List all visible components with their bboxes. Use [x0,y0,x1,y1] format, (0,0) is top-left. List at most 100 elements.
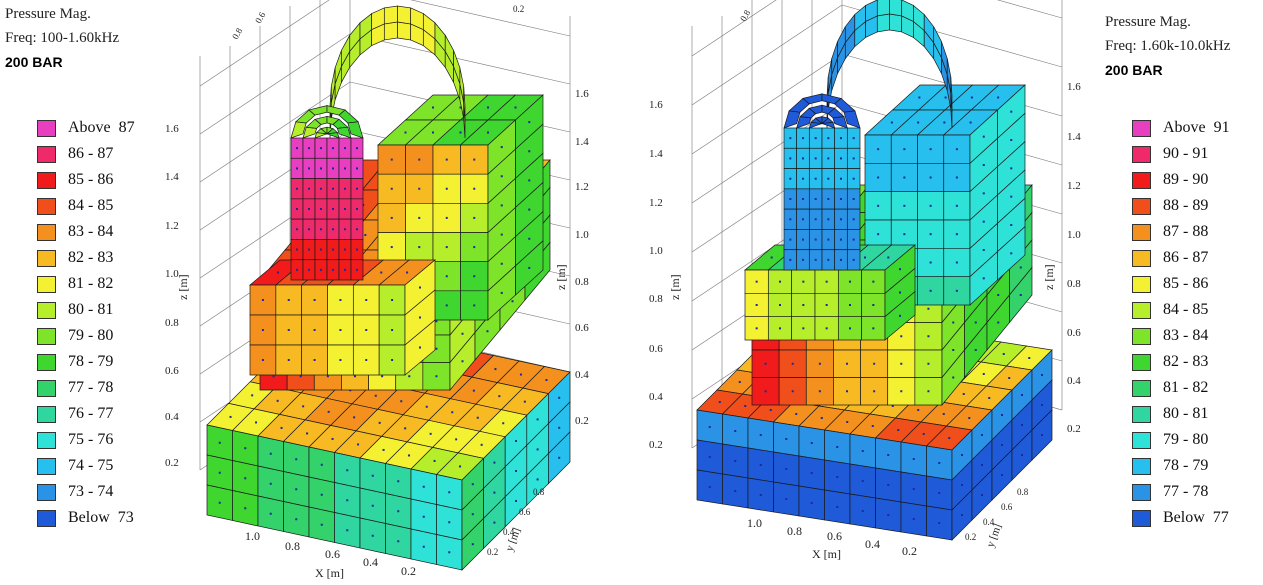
mesh-node [961,454,963,456]
mesh-node [852,157,855,160]
mesh-node [912,488,915,490]
y-tick-label: 0.2 [487,547,498,557]
mesh-node [296,248,298,251]
mesh-cell [397,21,412,41]
mesh-node [295,458,298,461]
x-tick-label: 0.8 [285,539,300,553]
mesh-node [981,434,983,436]
mesh-cell [876,13,890,33]
mesh-node [877,176,880,179]
mesh-node [802,157,804,160]
mesh-node [445,246,448,249]
legend-item: 87 - 88 [1132,219,1230,245]
mesh-cell [397,5,412,25]
mesh-node [744,405,747,407]
mesh-node [320,523,323,526]
grid-line [997,0,1063,19]
z-tick-label: 0.4 [165,411,179,423]
mesh-node [1008,377,1011,379]
mesh-node [840,157,842,160]
mesh-node [755,304,758,306]
mesh-node [406,271,409,274]
mesh-node [929,148,932,151]
mesh-node [890,121,893,124]
mesh-node [849,280,851,283]
mesh-node [255,421,258,424]
mesh-node [371,504,374,507]
mesh-node [789,157,792,160]
mesh-node [952,321,955,324]
z-tick-label: 0.2 [649,439,663,451]
mesh-cell [463,86,466,123]
mesh-node [718,401,721,403]
z-tick-label: 0.2 [165,457,179,469]
legend-item: 83 - 84 [1132,323,1230,349]
mesh-node [365,359,368,361]
mesh-node [515,470,517,472]
mesh-node [791,362,794,365]
mesh-node [500,175,503,178]
mesh-node [917,121,920,124]
mesh-node [558,396,561,399]
legend-swatch [37,301,56,319]
mesh-node [852,198,855,200]
legend-item: 85 - 86 [1132,271,1230,297]
mesh-node [955,148,958,151]
mesh-node [487,106,489,109]
mesh-node [473,216,476,219]
mesh-node [827,258,830,261]
y-tick-label: 0.8 [1017,487,1029,497]
mesh-node [912,458,915,460]
mesh-node [353,416,356,419]
mesh-node [445,216,448,219]
z-tick-label: 1.4 [575,136,589,148]
mesh-node [422,545,425,548]
z-tick-label: 1.0 [649,245,663,257]
mesh-node [938,522,941,524]
legend-swatch [37,171,56,189]
legend-item: 89 - 90 [1132,167,1230,193]
z-tick-label: 0.6 [1067,327,1081,339]
mesh-node [445,158,448,161]
mesh-node [982,373,985,375]
z-tick-label: 0.4 [1067,375,1081,387]
mesh-node [356,147,358,150]
mesh-node [344,268,346,271]
mesh-node [344,228,346,231]
mesh-node [836,476,839,478]
mesh-node [339,359,342,361]
mesh-node [899,314,901,317]
legend-item: 76 - 77 [37,401,135,427]
mesh-node [433,459,436,462]
mesh-node [840,258,842,261]
mesh-node [320,187,322,190]
mesh-node [981,464,983,466]
mesh-node [313,359,316,361]
grid-line [410,0,571,37]
mesh-node [836,446,839,448]
mesh-node [459,131,462,134]
z-tick-label: 1.0 [165,268,179,280]
mesh-node [899,268,901,271]
mesh-node [961,514,963,516]
mesh-node [500,262,503,265]
legend-swatch [37,275,56,293]
mesh-node [528,150,531,153]
mesh-node [381,375,384,378]
mesh-node [938,492,941,494]
mesh-node [861,450,864,452]
mesh-node [827,157,830,160]
mesh-node [810,442,813,444]
header: Pressure Mag. Freq: 1.60k-10.0kHz 200 BA… [1105,10,1230,82]
mesh-node [371,534,374,537]
mesh-node [473,275,476,278]
mesh-node [759,434,762,436]
z-tick-label: 1.2 [1067,180,1081,192]
mesh-model [206,5,571,571]
mesh-node [536,418,539,421]
mesh-node [827,238,830,241]
mesh-node [461,360,464,363]
legend-swatch [1132,353,1151,371]
mesh-node [948,437,951,439]
mesh-node [802,304,805,306]
